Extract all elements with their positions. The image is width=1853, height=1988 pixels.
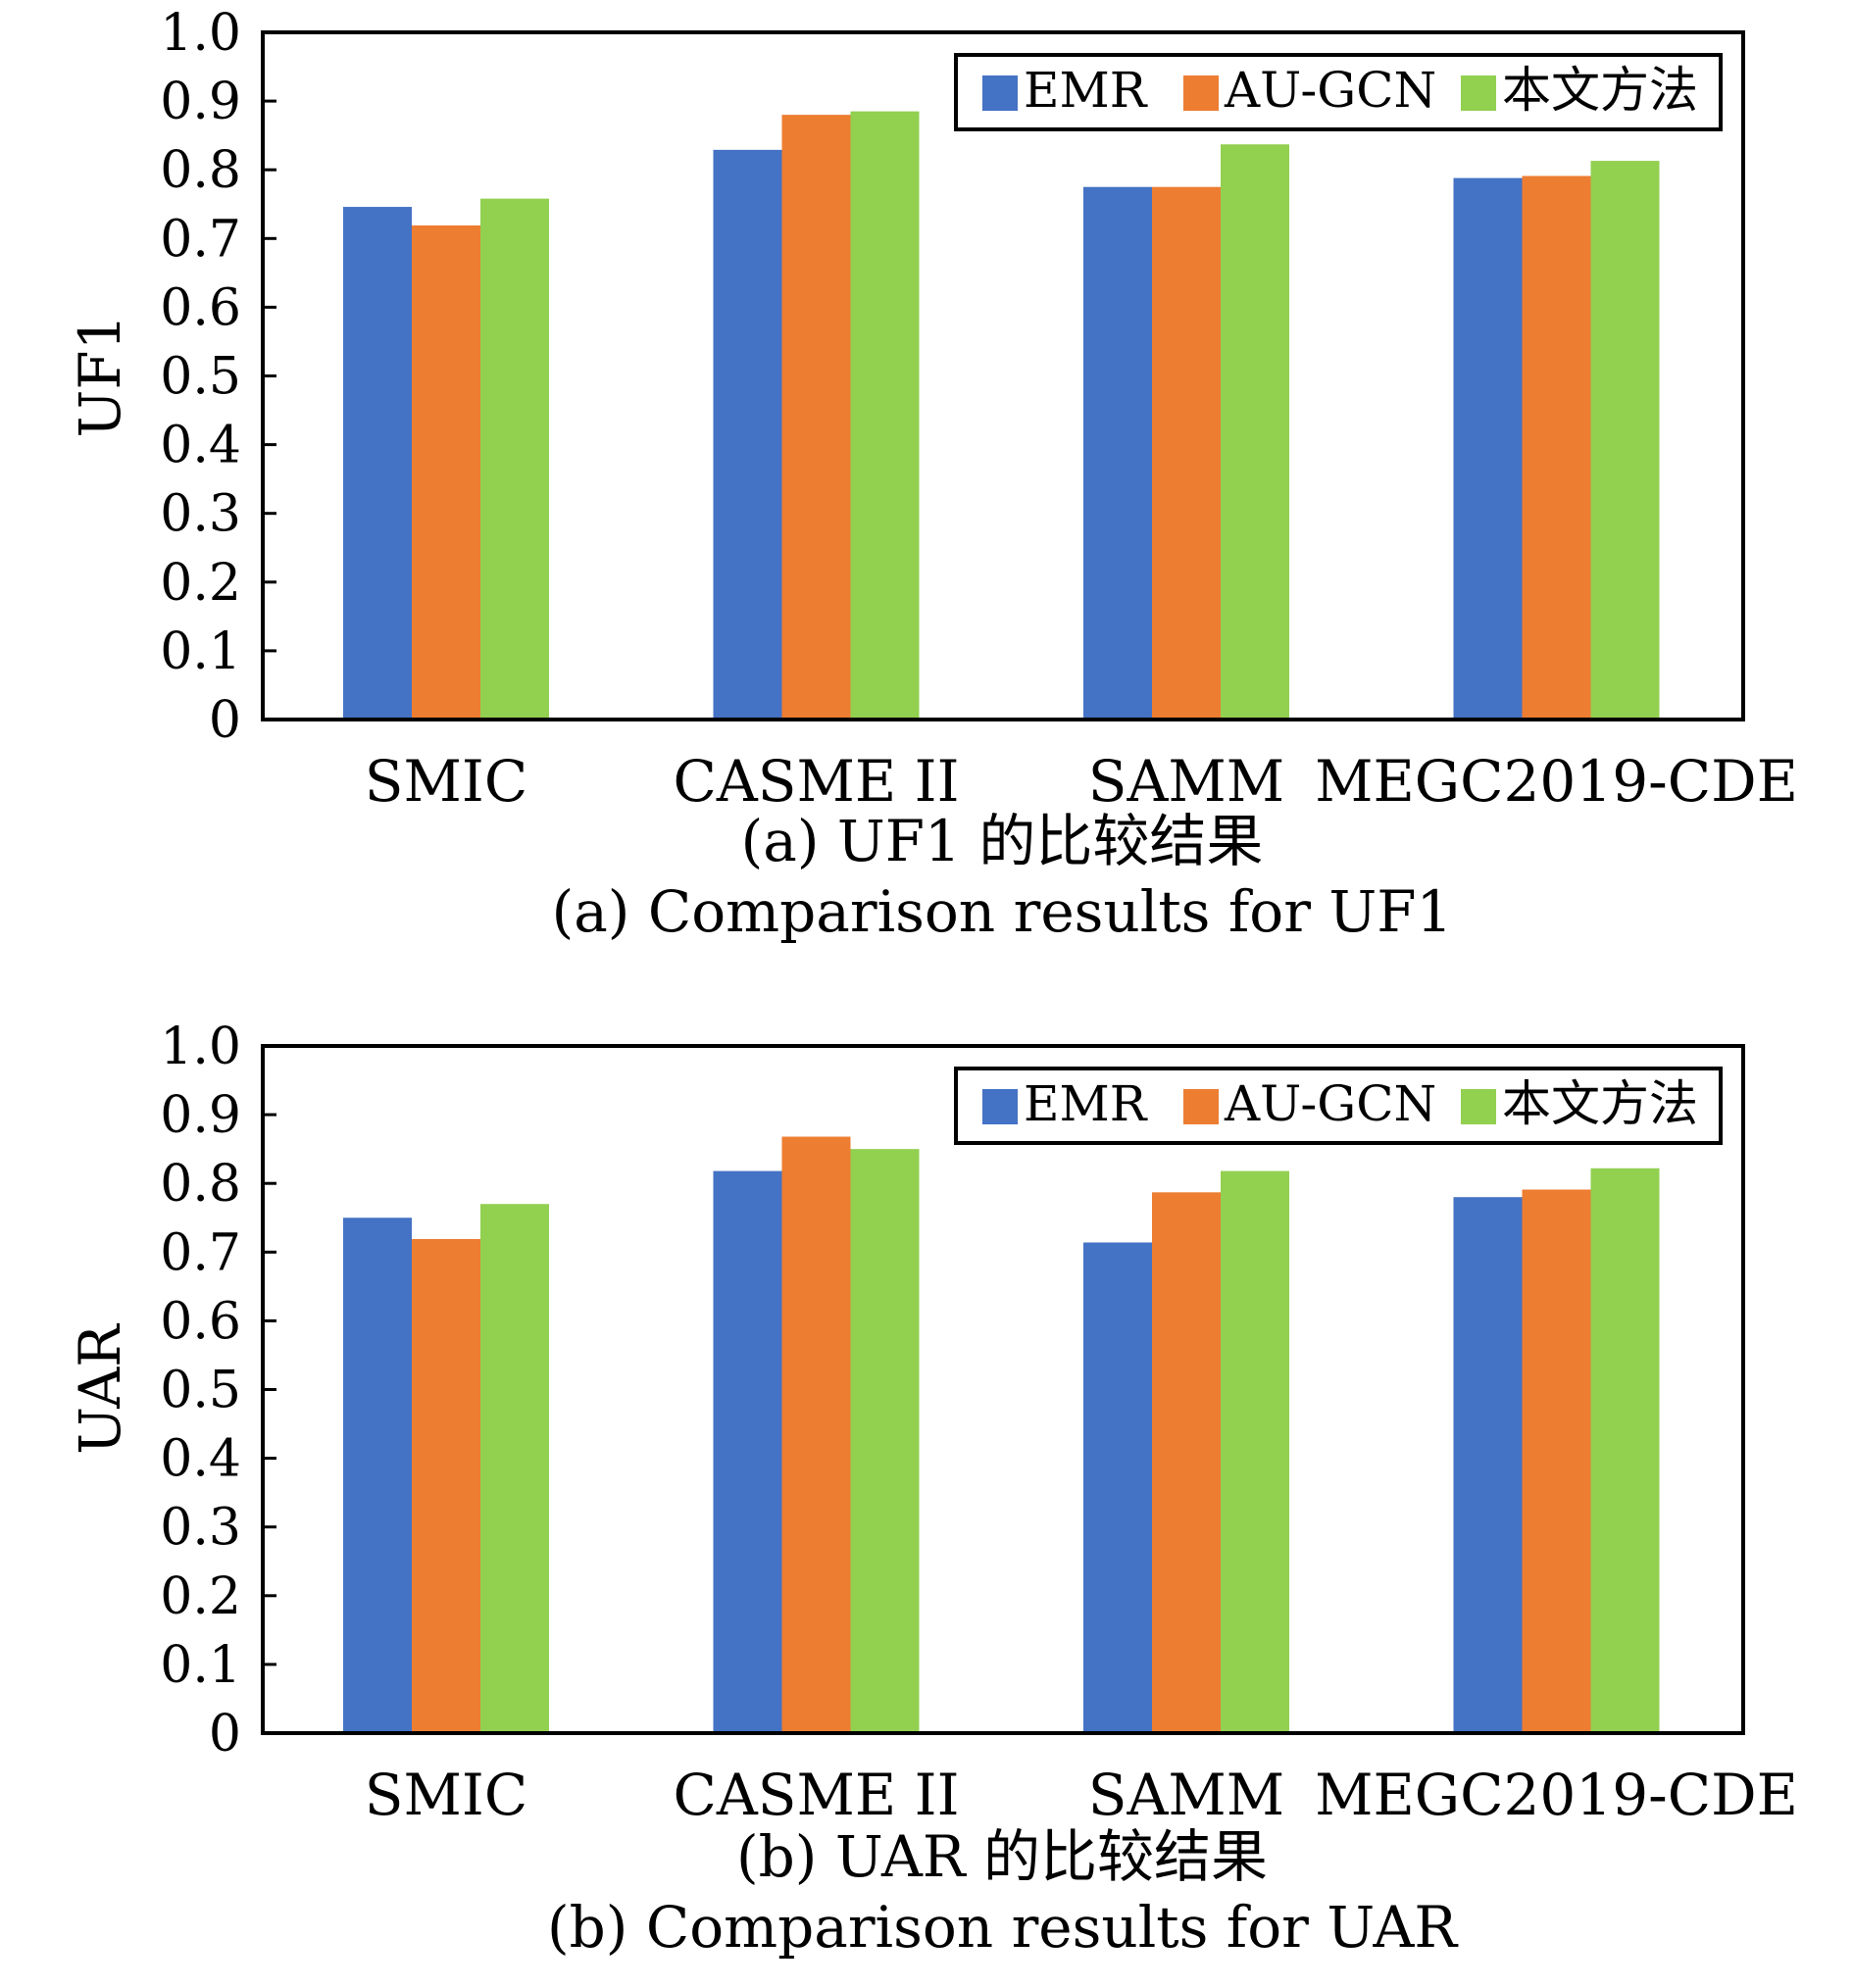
y-tick-label: 0.7 — [160, 1223, 241, 1282]
x-category-label: SAMM — [1088, 748, 1284, 815]
legend-swatch — [1461, 1089, 1496, 1124]
y-tick-label: 0.4 — [160, 1430, 241, 1489]
bar-megc2019-cde-series-2 — [1522, 1189, 1591, 1733]
y-tick-label: 0.2 — [160, 1567, 241, 1626]
y-tick-label: 0.3 — [160, 485, 241, 544]
y-tick-label: 1.0 — [160, 4, 241, 63]
y-tick-label: 0.6 — [160, 278, 241, 337]
x-category-label: SAMM — [1088, 1762, 1284, 1828]
bar-casme-ii-series-3 — [850, 111, 920, 721]
legend-swatch — [982, 1089, 1018, 1124]
legend-entry-label: 本文方法 — [1502, 62, 1698, 119]
legend-entry-label: AU-GCN — [1224, 1075, 1436, 1132]
y-tick-label: 0.5 — [160, 1362, 241, 1420]
caption-chinese: (b) UAR 的比较结果 — [736, 1823, 1268, 1890]
y-tick-label: 0.1 — [160, 622, 241, 681]
y-tick-label: 0.7 — [160, 210, 241, 269]
legend-swatch — [1183, 1089, 1219, 1124]
chart-panel-2: 0 0.1 0.2 0.3 0.4 0.5 0.6 0.7 0.8 0.9 1.0 UAR SMIC CA… — [67, 1018, 1798, 1961]
y-tick-label: 0.8 — [160, 141, 241, 200]
legend: EMR AU-GCN 本文方法 — [954, 1067, 1723, 1145]
legend-swatch — [1461, 75, 1496, 111]
bar-megc2019-cde-series-2 — [1522, 175, 1591, 720]
legend-box — [954, 53, 1723, 131]
bar-smic-series-2 — [412, 224, 480, 720]
caption-chinese: (a) UF1 的比较结果 — [741, 808, 1264, 874]
bar-smic-series-1 — [343, 207, 412, 720]
legend-entry-label: 本文方法 — [1502, 1075, 1698, 1132]
y-tick-label: 0.4 — [160, 417, 241, 475]
y-tick-label: 0.8 — [160, 1155, 241, 1214]
bar-megc2019-cde-series-3 — [1590, 1168, 1660, 1733]
bar-samm-series-1 — [1083, 1242, 1152, 1733]
bar-megc2019-cde-series-1 — [1453, 1197, 1523, 1733]
legend-entry-label: EMR — [1024, 62, 1148, 119]
x-category-label: MEGC2019-CDE — [1315, 748, 1798, 815]
bar-casme-ii-series-1 — [713, 1170, 782, 1733]
legend-swatch — [1183, 75, 1219, 111]
y-axis-label: UF1 — [67, 314, 133, 437]
plot-frame — [261, 1044, 1745, 1735]
x-category-label: CASME II — [674, 748, 960, 815]
bar-smic-series-3 — [480, 1204, 549, 1733]
y-tick-label: 0.5 — [160, 348, 241, 407]
legend: EMR AU-GCN 本文方法 — [954, 53, 1723, 131]
y-tick-label: 0 — [209, 691, 241, 750]
bar-megc2019-cde-series-3 — [1590, 161, 1660, 720]
bar-samm-series-3 — [1221, 144, 1289, 720]
bar-casme-ii-series-3 — [850, 1149, 920, 1733]
bar-samm-series-1 — [1083, 186, 1152, 721]
y-tick-label: 0.9 — [160, 1086, 241, 1145]
bar-casme-ii-series-2 — [781, 1136, 851, 1733]
caption-english: (a) Comparison results for UF1 — [552, 878, 1453, 945]
x-category-label: MEGC2019-CDE — [1315, 1762, 1798, 1828]
legend-swatch — [982, 75, 1018, 111]
caption-english: (b) Comparison results for UAR — [547, 1894, 1459, 1961]
bar-megc2019-cde-series-1 — [1453, 177, 1523, 720]
x-category-label: SMIC — [365, 748, 527, 815]
y-tick-label: 0.9 — [160, 73, 241, 131]
bar-smic-series-2 — [412, 1238, 480, 1733]
y-tick-label: 0.1 — [160, 1636, 241, 1695]
y-tick-label: 0.3 — [160, 1499, 241, 1558]
y-tick-label: 0 — [209, 1705, 241, 1764]
legend-entry-label: AU-GCN — [1224, 62, 1436, 119]
legend-box — [954, 1067, 1723, 1145]
plot-frame — [261, 30, 1745, 721]
y-tick-label: 0.6 — [160, 1292, 241, 1351]
bar-casme-ii-series-2 — [781, 115, 851, 721]
bar-casme-ii-series-1 — [713, 149, 782, 721]
x-category-label: SMIC — [365, 1762, 527, 1828]
bar-samm-series-3 — [1221, 1170, 1289, 1733]
bar-samm-series-2 — [1152, 1192, 1221, 1733]
legend-entry-label: EMR — [1024, 1075, 1148, 1132]
bar-smic-series-1 — [343, 1218, 412, 1733]
chart-panel-1: 0 0.1 0.2 0.3 0.4 0.5 0.6 0.7 0.8 0.9 1.0 UF1 SMIC CA… — [67, 4, 1798, 945]
y-tick-label: 0.2 — [160, 554, 241, 613]
x-category-label: CASME II — [674, 1762, 960, 1828]
bar-samm-series-2 — [1152, 186, 1221, 721]
y-axis-label: UAR — [67, 1322, 133, 1455]
bar-smic-series-3 — [480, 198, 549, 721]
y-tick-label: 1.0 — [160, 1018, 241, 1076]
